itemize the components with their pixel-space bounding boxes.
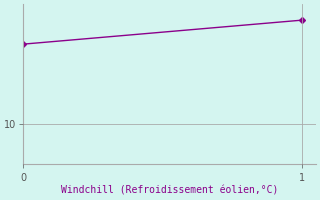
X-axis label: Windchill (Refroidissement éolien,°C): Windchill (Refroidissement éolien,°C)	[61, 186, 278, 196]
